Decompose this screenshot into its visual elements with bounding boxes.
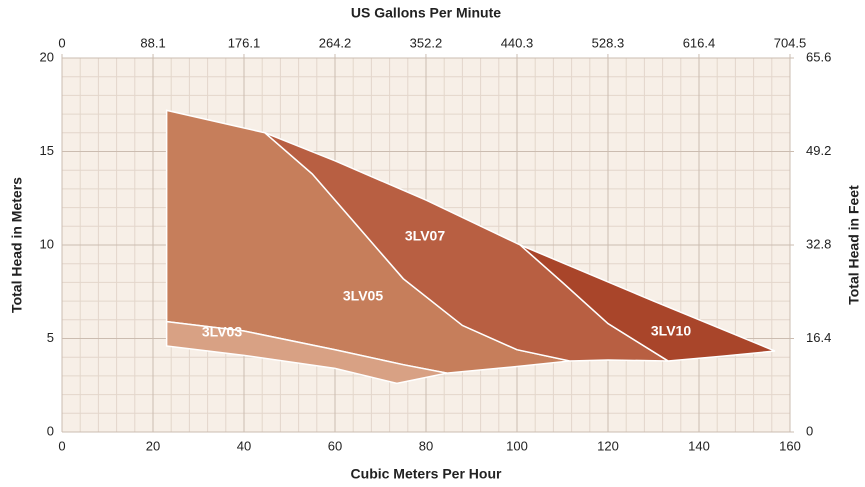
y2-axis-title: Total Head in Feet — [846, 185, 862, 305]
y-tick-label: 5 — [47, 330, 54, 345]
x-tick-label: 100 — [506, 438, 528, 453]
y2-tick-label: 0 — [806, 423, 813, 438]
x-tick-label: 160 — [779, 438, 801, 453]
x2-tick-label: 528.3 — [592, 35, 625, 50]
x-tick-label: 60 — [328, 438, 342, 453]
region — [165, 320, 448, 385]
region — [264, 132, 671, 362]
x-tick-label: 40 — [237, 438, 251, 453]
x-tick-label: 120 — [597, 438, 619, 453]
y2-tick-label: 32.8 — [806, 236, 831, 251]
x-tick-label: 0 — [58, 438, 65, 453]
y-axis-title: Total Head in Meters — [9, 177, 25, 313]
x2-tick-label: 176.1 — [228, 35, 261, 50]
region-label: 3LV05 — [343, 288, 383, 304]
x-axis-title: Cubic Meters Per Hour — [351, 466, 502, 482]
y2-tick-label: 65.6 — [806, 49, 831, 64]
y2-tick-label: 49.2 — [806, 143, 831, 158]
x-tick-label: 20 — [146, 438, 160, 453]
y-tick-label: 10 — [40, 236, 54, 251]
region — [519, 244, 776, 362]
y2-tick-label: 16.4 — [806, 330, 831, 345]
x-tick-label: 80 — [419, 438, 433, 453]
x2-tick-label: 352.2 — [410, 35, 443, 50]
x2-axis-title: US Gallons Per Minute — [351, 5, 501, 21]
x2-tick-label: 704.5 — [774, 35, 807, 50]
x-tick-label: 140 — [688, 438, 710, 453]
y-tick-label: 20 — [40, 49, 54, 64]
region-label: 3LV03 — [202, 324, 242, 340]
x2-tick-label: 264.2 — [319, 35, 352, 50]
region-label: 3LV10 — [651, 323, 691, 339]
x2-tick-label: 616.4 — [683, 35, 716, 50]
region-label: 3LV07 — [405, 228, 445, 244]
x2-tick-label: 0 — [58, 35, 65, 50]
x2-tick-label: 440.3 — [501, 35, 534, 50]
x2-tick-label: 88.1 — [140, 35, 165, 50]
y-tick-label: 0 — [47, 423, 54, 438]
y-tick-label: 15 — [40, 143, 54, 158]
